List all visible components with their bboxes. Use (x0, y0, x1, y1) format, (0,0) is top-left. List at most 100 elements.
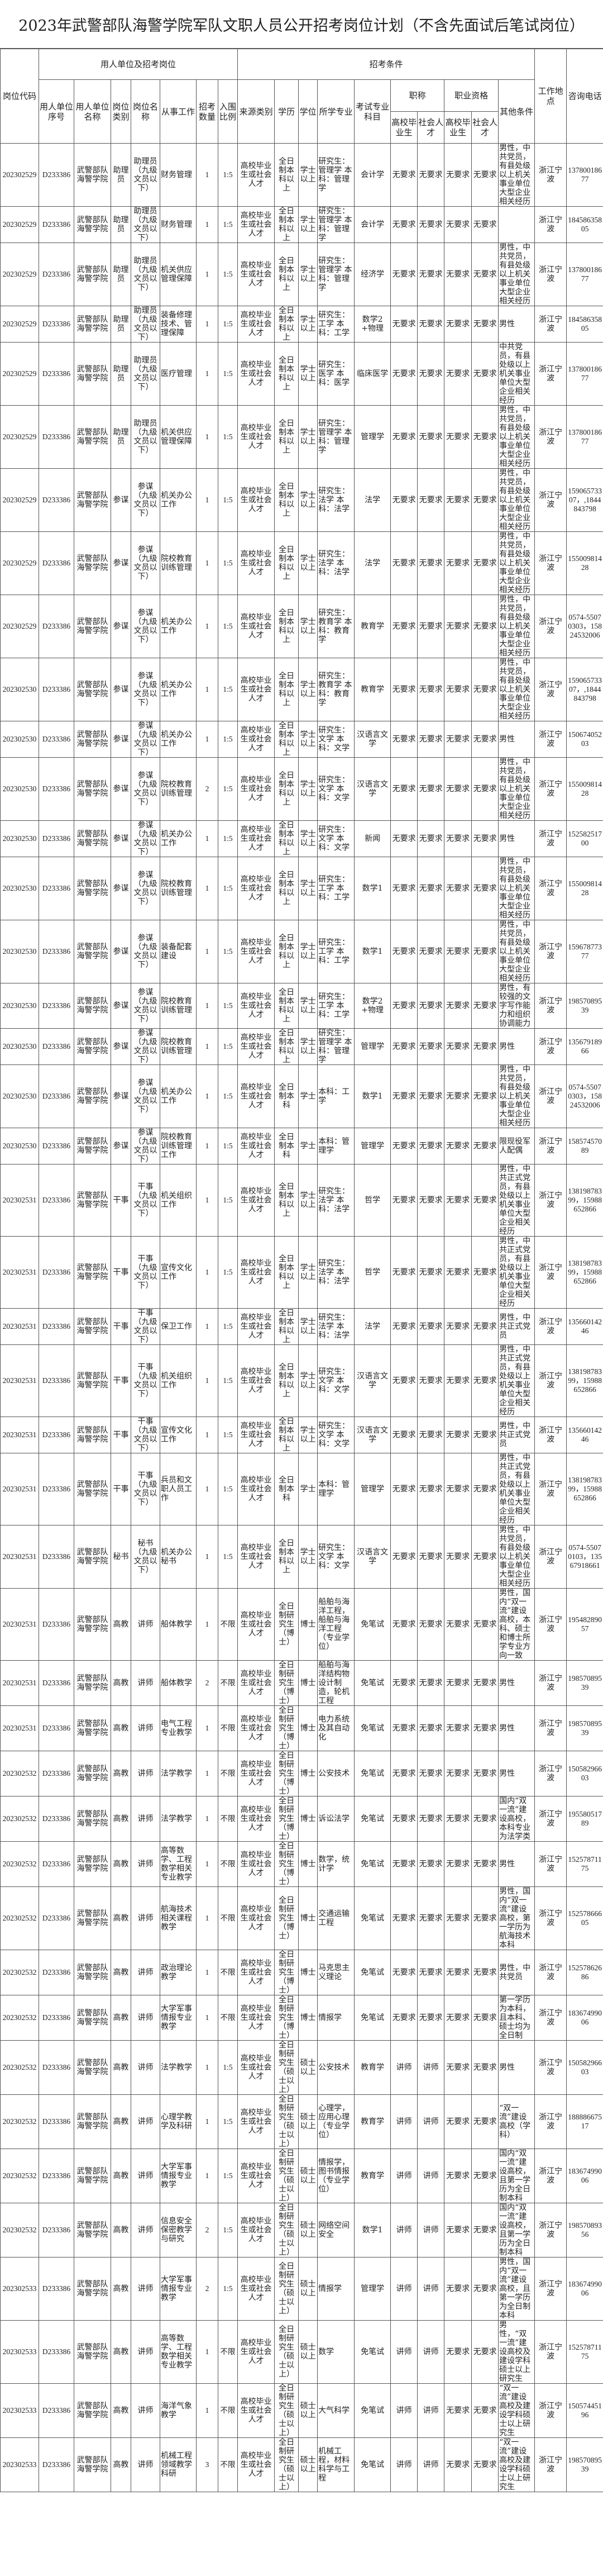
cell-exam: 管理学 (354, 1028, 391, 1065)
cell-location: 浙江宁波 (534, 721, 567, 758)
cell-degree: 学士以上 (298, 342, 318, 406)
cell-unit-no: D233386 (39, 243, 74, 306)
cell-degree: 学士以上 (298, 143, 318, 207)
cell-education: 全日制本科以上 (274, 243, 299, 306)
cell-count: 1 (196, 1164, 218, 1237)
cell-post-name: 参谋（九级文员以下） (131, 658, 160, 721)
cell-title-grad: 无要求 (390, 531, 418, 595)
cell-source: 高校毕业生或社会人才 (237, 1841, 275, 1887)
cell-degree: 博士 (298, 1886, 318, 1950)
cell-source: 高校毕业生或社会人才 (237, 1796, 275, 1842)
cell-exam: 经济学 (354, 243, 391, 306)
cell-qual-grad: 无要求 (444, 2149, 472, 2203)
cell-unit-no: D233386 (39, 143, 74, 207)
cell-education: 全日制研究生（硕士以上） (274, 2094, 299, 2149)
cell-location: 浙江宁波 (534, 243, 567, 306)
cell-unit-no: D233386 (39, 1236, 74, 1309)
cell-unit-no: D233386 (39, 1064, 74, 1128)
cell-education: 全日制本科以上 (274, 468, 299, 532)
header-unit-no: 用人单位序号 (39, 79, 74, 144)
cell-location: 浙江宁波 (534, 920, 567, 983)
cell-post-name: 助理员（九级文员以下） (131, 306, 160, 343)
cell-major: 公安技术 (317, 1751, 355, 1796)
cell-ratio: 不限 (217, 1995, 238, 2041)
cell-degree: 学士以上 (298, 983, 318, 1029)
cell-location: 浙江宁波 (534, 1660, 567, 1706)
cell-phone: 15500981428 (566, 757, 603, 821)
cell-post-name: 参谋（九级文员以下） (131, 757, 160, 821)
cell-post-type: 助理员 (111, 206, 131, 243)
cell-unit-no: D233386 (39, 2040, 74, 2095)
cell-degree: 学士以上 (298, 920, 318, 983)
cell-title-social: 讲师 (417, 2094, 445, 2149)
cell-source: 高校毕业生或社会人才 (237, 2149, 275, 2203)
cell-education: 全日制研究生（博士） (274, 1886, 299, 1950)
cell-title-social: 无要求 (417, 920, 445, 983)
cell-qual-social: 无要求 (471, 1588, 499, 1661)
cell-major: 研究生：管理学 本科：管理学 (317, 1028, 355, 1065)
cell-post-type: 高教 (111, 1588, 131, 1661)
cell-title-social: 无要求 (417, 1705, 445, 1751)
cell-exam: 教育学 (354, 595, 391, 658)
cell-code: 202302532 (0, 2040, 39, 2095)
cell-degree: 学士以上 (298, 243, 318, 306)
cell-ratio: 1:5 (217, 1064, 238, 1128)
cell-location: 浙江宁波 (534, 1995, 567, 2041)
cell-unit-name: 武警部队海警学院 (74, 1950, 111, 1995)
cell-code: 202302530 (0, 1028, 39, 1065)
cell-unit-name: 武警部队海警学院 (74, 1705, 111, 1751)
cell-other: 男性，中共党员，有县处级以上机关事业单位大型企业相关经历 (498, 1064, 535, 1128)
cell-source: 高校毕业生或社会人才 (237, 1344, 275, 1417)
cell-title-social: 无要求 (417, 721, 445, 758)
cell-location: 浙江宁波 (534, 1236, 567, 1309)
cell-exam: 免笔试 (354, 2437, 391, 2492)
cell-work: 机关办公工作 (160, 468, 197, 532)
cell-other: 男性，国内“双一流”建设高校，第一学历为航海技术本科 (498, 1886, 535, 1950)
cell-title-grad: 无要求 (390, 143, 418, 207)
cell-post-type: 高教 (111, 1886, 131, 1950)
cell-work: 兵员和文职人员工作 (160, 1453, 197, 1525)
cell-post-type: 参谋 (111, 721, 131, 758)
cell-code: 202302532 (0, 2203, 39, 2257)
cell-title-grad: 无要求 (390, 1064, 418, 1128)
cell-title-grad: 无要求 (390, 1588, 418, 1661)
cell-ratio: 1:5 (217, 1525, 238, 1589)
cell-title-social: 无要求 (417, 1950, 445, 1995)
cell-other: “双一流”建设高校（学科） (498, 2094, 535, 2149)
table-row: 202302529 D233386 武警部队海警学院 助理员 助理员（九级文员以下） 财务… (0, 206, 603, 243)
cell-qual-social: 无要求 (471, 1028, 499, 1065)
cell-qual-social: 无要求 (471, 1841, 499, 1887)
table-row: 202302532 D233386 武警部队海警学院 高教 讲师 航海技术相关课程教学 1 不… (0, 1886, 603, 1950)
cell-code: 202302533 (0, 2320, 39, 2384)
cell-phone: 18367499006 (566, 2257, 603, 2321)
header-qual-grad: 高校毕业生 (444, 111, 472, 144)
cell-exam: 汉语言文学 (354, 757, 391, 821)
header-work: 从事工作 (160, 79, 197, 144)
cell-unit-name: 武警部队海警学院 (74, 857, 111, 920)
cell-qual-social: 无要求 (471, 857, 499, 920)
cell-count: 1 (196, 820, 218, 857)
cell-unit-no: D233386 (39, 2149, 74, 2203)
cell-exam: 数学1 (354, 857, 391, 920)
cell-qual-social: 无要求 (471, 1950, 499, 1995)
cell-unit-name: 武警部队海警学院 (74, 1453, 111, 1525)
cell-unit-name: 武警部队海警学院 (74, 206, 111, 243)
cell-unit-name: 武警部队海警学院 (74, 1525, 111, 1589)
cell-count: 1 (196, 1995, 218, 2041)
cell-title-social: 无要求 (417, 595, 445, 658)
cell-major: 心理学，应用心理（专业学位） (317, 2094, 355, 2149)
cell-count: 1 (196, 2040, 218, 2095)
cell-code: 202302531 (0, 1588, 39, 1661)
cell-exam: 管理学 (354, 2257, 391, 2321)
cell-count: 1 (196, 405, 218, 469)
cell-education: 全日制本科以上 (274, 206, 299, 243)
cell-post-type: 参谋 (111, 757, 131, 821)
table-row: 202302531 D233386 武警部队海警学院 干事 干事（九级文员以下） 宣传文化… (0, 1236, 603, 1309)
cell-title-social: 讲师 (417, 2149, 445, 2203)
cell-work: 机关办公工作 (160, 721, 197, 758)
cell-education: 全日制本科以上 (274, 1344, 299, 1417)
cell-degree: 学士以上 (298, 1525, 318, 1589)
cell-qual-grad: 无要求 (444, 243, 472, 306)
cell-ratio: 不限 (217, 1660, 238, 1706)
header-location: 工作地点 (534, 49, 567, 144)
